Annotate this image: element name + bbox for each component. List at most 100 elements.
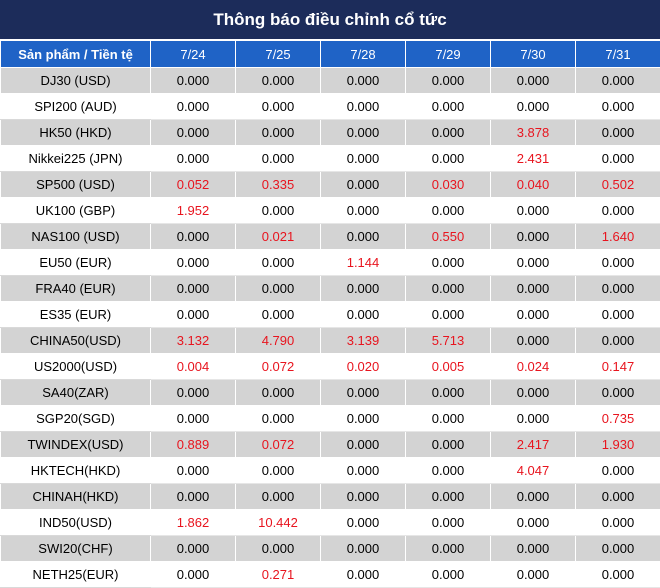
value-cell: 0.000 (491, 198, 576, 224)
product-cell: SPI200 (AUD) (1, 94, 151, 120)
dividend-table: Sản phẩm / Tiền tệ 7/24 7/25 7/28 7/29 7… (0, 40, 660, 588)
value-cell: 0.000 (491, 562, 576, 588)
value-cell: 0.000 (236, 120, 321, 146)
value-cell: 0.030 (406, 172, 491, 198)
value-cell: 0.000 (491, 510, 576, 536)
value-cell: 0.000 (491, 68, 576, 94)
value-cell: 0.004 (151, 354, 236, 380)
value-cell: 0.271 (236, 562, 321, 588)
date-column-header: 7/24 (151, 41, 236, 68)
value-cell: 0.000 (151, 250, 236, 276)
product-cell: CHINA50(USD) (1, 328, 151, 354)
product-cell: FRA40 (EUR) (1, 276, 151, 302)
product-cell: CHINAH(HKD) (1, 484, 151, 510)
date-column-header: 7/28 (321, 41, 406, 68)
value-cell: 0.000 (491, 250, 576, 276)
value-cell: 0.000 (406, 536, 491, 562)
value-cell: 0.000 (321, 406, 406, 432)
product-cell: UK100 (GBP) (1, 198, 151, 224)
product-column-header: Sản phẩm / Tiền tệ (1, 41, 151, 68)
product-cell: SWI20(CHF) (1, 536, 151, 562)
value-cell: 0.000 (151, 536, 236, 562)
value-cell: 0.000 (406, 406, 491, 432)
value-cell: 0.000 (491, 276, 576, 302)
value-cell: 0.000 (151, 380, 236, 406)
value-cell: 0.502 (576, 172, 660, 198)
date-column-header: 7/25 (236, 41, 321, 68)
value-cell: 4.047 (491, 458, 576, 484)
value-cell: 0.000 (576, 120, 660, 146)
value-cell: 0.000 (236, 536, 321, 562)
product-cell: EU50 (EUR) (1, 250, 151, 276)
value-cell: 0.000 (576, 250, 660, 276)
value-cell: 0.000 (236, 198, 321, 224)
value-cell: 0.000 (491, 94, 576, 120)
table-header: Sản phẩm / Tiền tệ 7/24 7/25 7/28 7/29 7… (1, 41, 660, 68)
value-cell: 0.000 (236, 250, 321, 276)
value-cell: 0.000 (236, 406, 321, 432)
value-cell: 0.000 (576, 146, 660, 172)
value-cell: 0.147 (576, 354, 660, 380)
value-cell: 0.000 (321, 302, 406, 328)
value-cell: 0.000 (576, 302, 660, 328)
value-cell: 0.000 (576, 380, 660, 406)
value-cell: 0.052 (151, 172, 236, 198)
value-cell: 0.040 (491, 172, 576, 198)
value-cell: 0.000 (151, 120, 236, 146)
value-cell: 0.000 (406, 198, 491, 224)
value-cell: 0.000 (406, 146, 491, 172)
value-cell: 0.000 (576, 484, 660, 510)
value-cell: 3.139 (321, 328, 406, 354)
value-cell: 0.000 (321, 510, 406, 536)
value-cell: 4.790 (236, 328, 321, 354)
value-cell: 0.000 (236, 68, 321, 94)
value-cell: 0.000 (406, 510, 491, 536)
value-cell: 0.000 (321, 562, 406, 588)
value-cell: 0.000 (236, 458, 321, 484)
product-cell: US2000(USD) (1, 354, 151, 380)
value-cell: 0.000 (491, 328, 576, 354)
date-column-header: 7/31 (576, 41, 660, 68)
product-cell: NETH25(EUR) (1, 562, 151, 588)
value-cell: 0.000 (576, 510, 660, 536)
value-cell: 0.000 (576, 198, 660, 224)
value-cell: 0.000 (321, 432, 406, 458)
value-cell: 1.862 (151, 510, 236, 536)
value-cell: 0.000 (151, 276, 236, 302)
product-cell: ES35 (EUR) (1, 302, 151, 328)
value-cell: 0.000 (236, 380, 321, 406)
value-cell: 0.024 (491, 354, 576, 380)
value-cell: 0.000 (406, 276, 491, 302)
value-cell: 0.000 (491, 380, 576, 406)
value-cell: 0.000 (321, 484, 406, 510)
value-cell: 0.000 (236, 94, 321, 120)
header-row: Sản phẩm / Tiền tệ 7/24 7/25 7/28 7/29 7… (1, 41, 660, 68)
value-cell: 0.000 (151, 562, 236, 588)
value-cell: 0.000 (151, 302, 236, 328)
value-cell: 0.000 (491, 536, 576, 562)
value-cell: 0.000 (491, 224, 576, 250)
product-cell: SP500 (USD) (1, 172, 151, 198)
value-cell: 0.000 (321, 276, 406, 302)
value-cell: 0.000 (576, 276, 660, 302)
value-cell: 0.000 (321, 120, 406, 146)
product-cell: SA40(ZAR) (1, 380, 151, 406)
value-cell: 0.020 (321, 354, 406, 380)
